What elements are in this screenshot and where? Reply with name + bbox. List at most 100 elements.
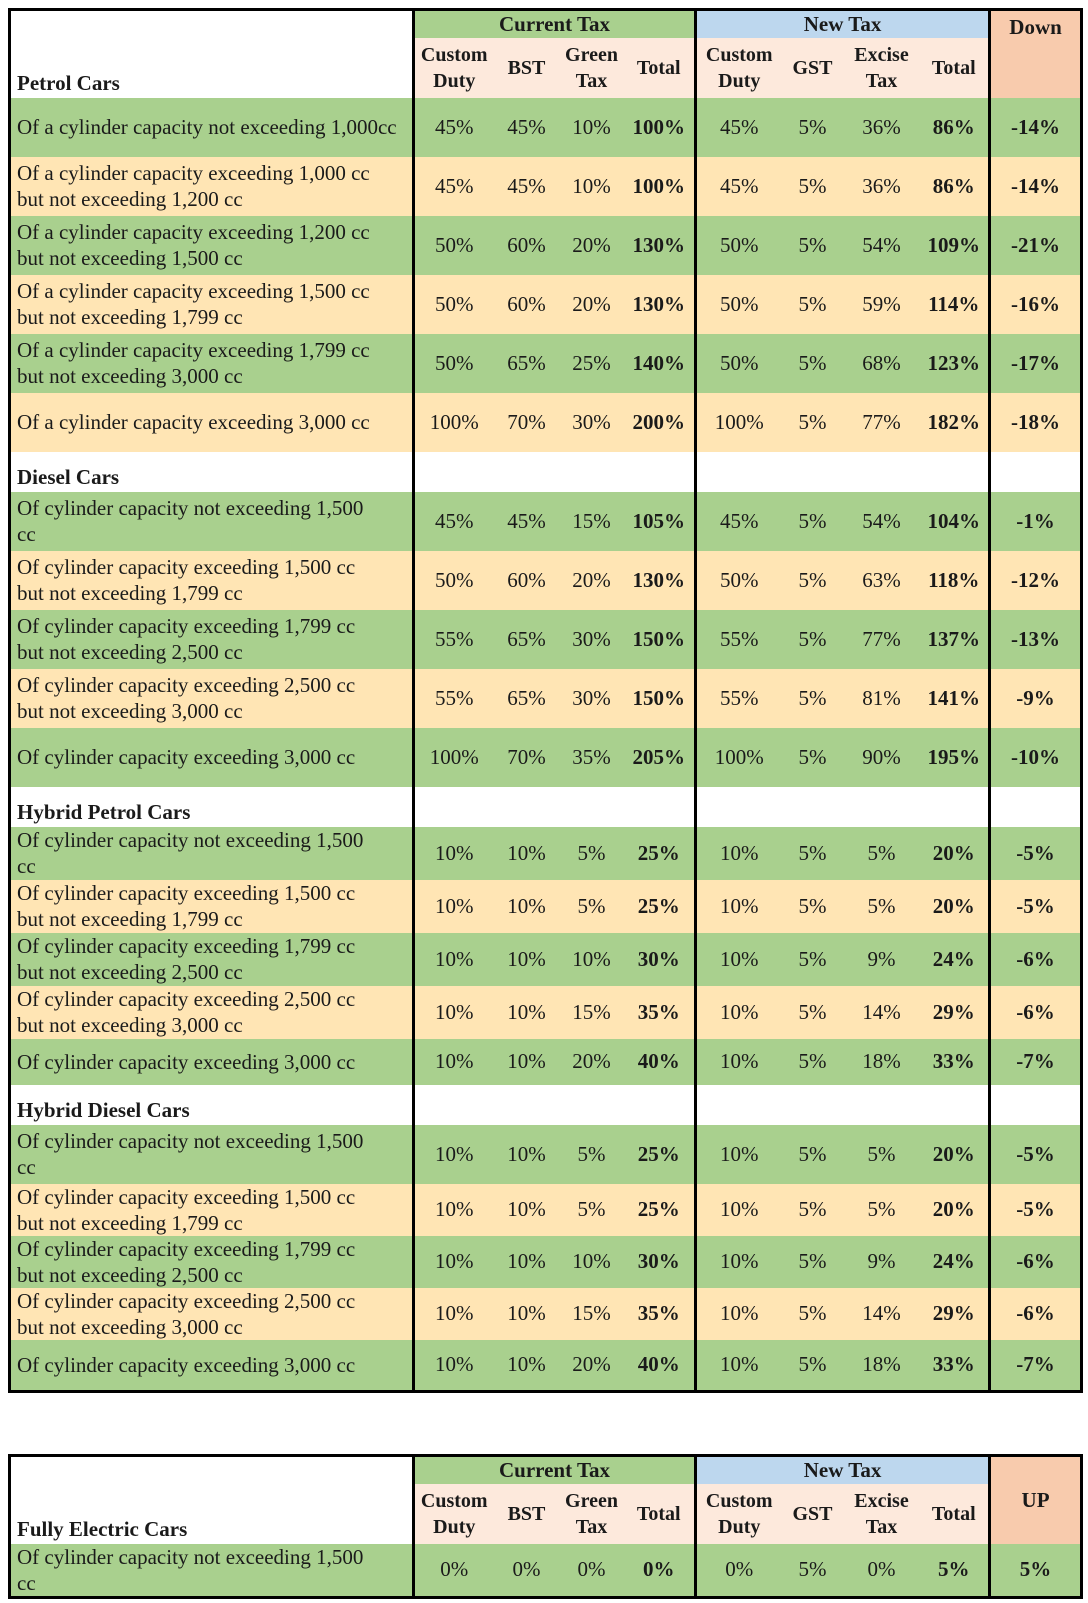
change-value: -17% — [989, 333, 1084, 393]
change-value: -10% — [989, 727, 1084, 787]
total-value: 100% — [623, 156, 697, 216]
total-col-header-line: Total — [636, 56, 681, 79]
custom-duty-value: 50% — [435, 291, 474, 316]
custom-duty-value: 100% — [714, 744, 764, 769]
row-label: Of cylinder capacity exceeding 1,500 cc b… — [8, 879, 415, 933]
row-label: Of a cylinder capacity not exceeding 1,0… — [8, 97, 415, 157]
bst-value: 10% — [507, 1301, 546, 1325]
excise-tax-value: 5% — [867, 1197, 896, 1221]
row-label-line: Of a cylinder capacity exceeding 1,000 c… — [17, 161, 370, 185]
change-value: -6% — [989, 932, 1084, 986]
gst-col-header-line: GST — [792, 1502, 833, 1525]
change-value: -5% — [989, 1124, 1084, 1184]
table-row: Of cylinder capacity exceeding 2,500 cc b… — [8, 985, 1084, 1039]
row-label-line: but not exceeding 3,000 cc — [17, 1013, 243, 1037]
bst-col-header-line: BST — [507, 1502, 546, 1525]
table-row: Of cylinder capacity exceeding 1,500 cc b… — [8, 550, 1084, 610]
custom-duty-col-header: Custom Duty — [695, 1483, 782, 1544]
custom-duty-value: 10% — [435, 1141, 474, 1166]
section-title: Diesel Cars — [8, 451, 415, 492]
total-value: 0% — [623, 1543, 697, 1599]
table-row: Of a cylinder capacity exceeding 1,500 c… — [8, 274, 1084, 334]
excise-tax-value: 36% — [862, 114, 901, 139]
row-label-line: Of a cylinder capacity exceeding 3,000 c… — [17, 410, 370, 434]
up-header: UP — [989, 1454, 1084, 1544]
custom-duty-value: 10% — [720, 999, 759, 1024]
green-tax-value: 35% — [572, 744, 611, 769]
custom-duty-value: 100% — [714, 409, 764, 434]
row-label-line: Of cylinder capacity exceeding 1,799 cc — [17, 1236, 356, 1261]
section-spacer — [413, 786, 697, 827]
excise-tax-value: 5% — [867, 893, 896, 918]
custom-duty-value: 10% — [435, 946, 474, 971]
total-value: 24% — [919, 1235, 992, 1288]
custom-duty-col-header-line: Duty — [718, 69, 761, 92]
custom-duty-value: 50% — [435, 232, 474, 257]
row-label-line: Of cylinder capacity not exceeding 1,500 — [17, 828, 364, 852]
section-row: Hybrid Petrol Cars — [8, 786, 1084, 827]
custom-duty-col-header-line: Custom — [705, 1489, 773, 1512]
green-tax-value: 30% — [572, 685, 611, 710]
bst-value: 10% — [507, 946, 546, 971]
gst-value: 5% — [798, 409, 827, 434]
excise-tax-value: 63% — [862, 567, 901, 592]
excise-tax-value: 5% — [867, 1141, 896, 1166]
bst-value: 10% — [507, 999, 546, 1024]
gst-value: 5% — [798, 685, 827, 710]
gst-value: 5% — [798, 744, 827, 769]
excise-tax-value: 77% — [862, 409, 901, 434]
excise-tax-value: 18% — [843, 1339, 920, 1393]
table-row: Of a cylinder capacity exceeding 3,000 c… — [8, 392, 1084, 452]
row-label: Of cylinder capacity not exceeding 1,500… — [8, 1124, 415, 1184]
new-tax-header: New Tax — [695, 8, 992, 38]
custom-duty-value: 50% — [720, 291, 759, 316]
row-label: Of a cylinder capacity exceeding 1,500 c… — [8, 274, 415, 334]
gst-value: 5% — [798, 626, 827, 651]
custom-duty-value: 10% — [435, 999, 474, 1024]
gst-value: 5% — [781, 1339, 844, 1393]
row-label-line: Of cylinder capacity exceeding 1,500 cc — [17, 555, 356, 579]
gst-value: 5% — [798, 567, 827, 592]
column-header-row: Custom Duty BST Green Tax Total Custom Duty GST E… — [10, 37, 1082, 98]
total-value: 40% — [623, 1038, 697, 1085]
total-value: 182% — [919, 392, 992, 452]
change-value: -14% — [989, 97, 1084, 157]
gst-value: 5% — [798, 350, 827, 375]
row-label: Of cylinder capacity exceeding 1,500 cc b… — [8, 550, 415, 610]
bst-value: 65% — [507, 626, 546, 651]
row-label: Of a cylinder capacity exceeding 3,000 c… — [8, 392, 415, 452]
custom-duty-col-header: Custom Duty — [413, 1483, 494, 1544]
excise-tax-value: 5% — [867, 840, 896, 865]
row-label-line: Of cylinder capacity exceeding 1,500 cc — [17, 1184, 356, 1209]
custom-duty-value: 100% — [429, 744, 479, 769]
custom-duty-col-header: Custom Duty — [695, 37, 782, 98]
row-label-line: cc — [17, 854, 36, 878]
total-value: 29% — [919, 985, 992, 1039]
custom-duty-value: 10% — [413, 1339, 494, 1393]
row-label: Of cylinder capacity exceeding 1,799 cc b… — [8, 1235, 415, 1288]
current-tax-header: Current Tax — [413, 8, 697, 38]
custom-duty-value: 10% — [720, 1301, 759, 1325]
change-value: -21% — [989, 215, 1084, 275]
custom-duty-value: 10% — [435, 1049, 474, 1073]
total-col-header: Total — [623, 37, 697, 98]
total-value: 200% — [623, 392, 697, 452]
bst-value: 10% — [493, 1339, 560, 1393]
row-label-line: Of cylinder capacity not exceeding 1,500 — [17, 496, 364, 520]
total-value: 150% — [623, 668, 697, 728]
custom-duty-value: 50% — [720, 567, 759, 592]
custom-duty-value: 10% — [720, 840, 759, 865]
green-tax-value: 15% — [572, 508, 611, 533]
total-value: 40% — [623, 1339, 697, 1393]
bst-value: 60% — [507, 291, 546, 316]
total-value: 123% — [919, 333, 992, 393]
custom-duty-value: 55% — [720, 685, 759, 710]
column-header-row: Custom Duty BST Green Tax Total Custom Duty GST E… — [10, 1483, 1082, 1544]
custom-duty-value: 10% — [435, 1249, 474, 1273]
row-label: Of cylinder capacity exceeding 3,000 cc — [8, 1339, 415, 1393]
excise-tax-value: 36% — [862, 173, 901, 198]
change-value: -7% — [989, 1339, 1084, 1393]
change-value: -13% — [989, 609, 1084, 669]
gst-value: 5% — [781, 1543, 844, 1599]
table-row: Of cylinder capacity exceeding 3,000 cc 1… — [8, 727, 1084, 787]
